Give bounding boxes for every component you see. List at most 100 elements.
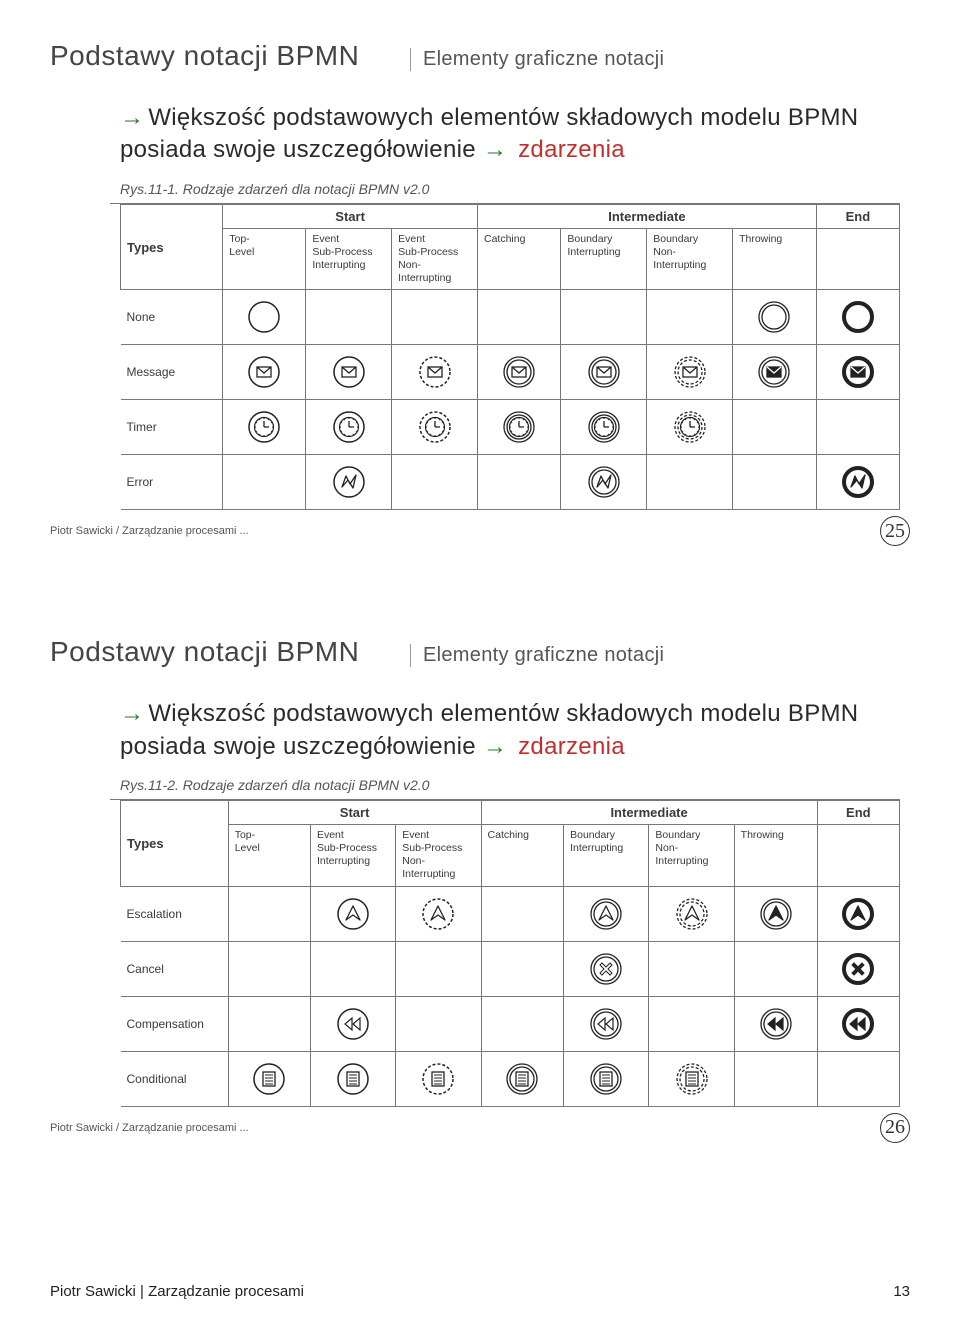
event-icon-cell [649,941,734,996]
event-icon-cell [816,400,899,455]
event-icon-cell [649,1051,734,1106]
arrow-inline-icon: → [483,136,507,163]
event-icon-cell [228,941,310,996]
event-icon-cell [564,996,649,1051]
subheader-5: BoundaryNon-Interrupting [647,228,733,290]
event-icon-cell [733,455,817,510]
subheader-1: EventSub-ProcessInterrupting [310,825,395,887]
slide-number: 25 [880,516,910,546]
row-label: Compensation [121,996,229,1051]
footer-author: Piotr Sawicki / Zarządzanie procesami ..… [50,525,249,537]
event-types-table-1: TypesStartIntermediateEndTop-LevelEventS… [120,204,910,511]
event-icon-cell [649,996,734,1051]
event-icon-cell [306,400,392,455]
event-icon-cell [392,345,478,400]
row-label: Error [121,455,223,510]
event-icon-cell [228,1051,310,1106]
subheader-6: Throwing [734,825,817,887]
event-icon-cell [817,886,899,941]
event-icon-cell [734,941,817,996]
event-icon-cell [306,345,392,400]
subheader-4: BoundaryInterrupting [564,825,649,887]
title-left: Podstawy notacji BPMN [50,636,410,668]
event-icon-cell [310,996,395,1051]
event-icon-cell [817,1051,899,1106]
event-icon-cell [733,400,817,455]
event-icon-cell [817,941,899,996]
event-icon-cell [647,400,733,455]
subheader-1: EventSub-ProcessInterrupting [306,228,392,290]
event-icon-cell [561,455,647,510]
row-label: Escalation [121,886,229,941]
event-icon-cell [481,941,564,996]
title-left: Podstawy notacji BPMN [50,40,410,72]
bullet-line: →Większość podstawowych elementów składo… [120,102,910,167]
title-right: Elementy graficzne notacji [410,48,664,71]
event-icon-cell [306,455,392,510]
event-icon-cell [223,400,306,455]
event-icon-cell [478,290,561,345]
subheader-5: BoundaryNon-Interrupting [649,825,734,887]
group-start: Start [223,204,478,228]
event-icon-cell [816,455,899,510]
slide-number: 26 [880,1113,910,1143]
row-label: None [121,290,223,345]
event-icon-cell [734,1051,817,1106]
event-icon-cell [733,345,817,400]
row-label: Cancel [121,941,229,996]
event-icon-cell [647,455,733,510]
slide-26: Podstawy notacji BPMN Elementy graficzne… [50,636,910,1142]
event-icon-cell [392,455,478,510]
event-icon-cell [478,345,561,400]
event-icon-cell [561,400,647,455]
arrow-icon: → [120,104,144,131]
slide-25: Podstawy notacji BPMN Elementy graficzne… [50,40,910,546]
figure-caption: Rys.11-2. Rodzaje zdarzeń dla notacji BP… [120,777,910,793]
group-intermediate: Intermediate [478,204,817,228]
subheader-2: EventSub-ProcessNon-Interrupting [396,825,481,887]
row-label: Conditional [121,1051,229,1106]
event-icon-cell [734,886,817,941]
slide-footer: Piotr Sawicki / Zarządzanie procesami ..… [50,516,910,546]
event-icon-cell [310,1051,395,1106]
event-icon-cell [733,290,817,345]
event-icon-cell [816,290,899,345]
types-header: Types [121,204,223,290]
subheader-0: Top-Level [223,228,306,290]
row-label: Timer [121,400,223,455]
event-icon-cell [564,886,649,941]
event-icon-cell [392,290,478,345]
event-icon-cell [396,941,481,996]
row-label: Message [121,345,223,400]
group-intermediate: Intermediate [481,801,817,825]
event-icon-cell [228,996,310,1051]
event-icon-cell [481,886,564,941]
bullet-highlight: zdarzenia [518,733,625,760]
slide-header: Podstawy notacji BPMN Elementy graficzne… [50,40,910,72]
subheader-3: Catching [478,228,561,290]
event-icon-cell [223,290,306,345]
event-icon-cell [561,345,647,400]
event-types-table-2: TypesStartIntermediateEndTop-LevelEventS… [120,800,910,1107]
footer-left: Piotr Sawicki | Zarządzanie procesami [50,1283,304,1300]
bullet-line: →Większość podstawowych elementów składo… [120,698,910,763]
subheader-2: EventSub-ProcessNon-Interrupting [392,228,478,290]
figure-caption: Rys.11-1. Rodzaje zdarzeń dla notacji BP… [120,181,910,197]
event-icon-cell [561,290,647,345]
subheader-6: Throwing [733,228,817,290]
event-icon-cell [481,1051,564,1106]
event-icon-cell [649,886,734,941]
slide-footer: Piotr Sawicki / Zarządzanie procesami ..… [50,1113,910,1143]
event-icon-cell [223,455,306,510]
event-icon-cell [396,996,481,1051]
event-icon-cell [817,996,899,1051]
event-icon-cell [647,345,733,400]
event-icon-cell [223,345,306,400]
event-icon-cell [392,400,478,455]
subheader-3: Catching [481,825,564,887]
group-end: End [817,801,899,825]
event-icon-cell [310,941,395,996]
event-icon-cell [564,1051,649,1106]
title-right: Elementy graficzne notacji [410,644,664,667]
event-icon-cell [306,290,392,345]
